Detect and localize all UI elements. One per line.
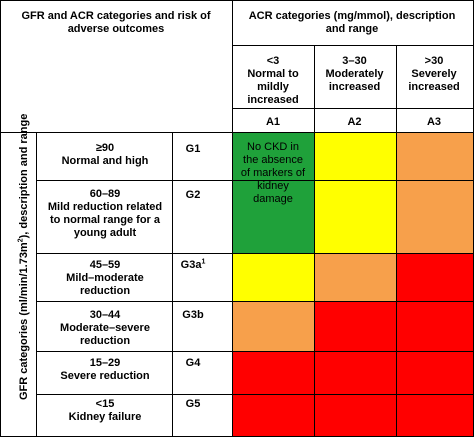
grid-line <box>0 132 474 133</box>
grid-line <box>36 180 314 181</box>
risk-cell-g1-a3 <box>396 133 474 180</box>
acr-a3-range: >30 <box>424 55 444 67</box>
risk-cell-g4-a2 <box>314 351 396 394</box>
grid-line <box>232 0 233 437</box>
risk-cell-g5-a1 <box>233 394 314 437</box>
gfr-g2-description: Mild reduction related to normal range f… <box>47 201 163 239</box>
risk-cell-g3b-a2 <box>314 301 396 351</box>
grid-line <box>0 0 474 1</box>
risk-cell-g2-a3 <box>396 180 474 253</box>
gfr-g3a-range: 45–59 <box>89 259 121 271</box>
risk-cell-g3b-a3 <box>396 301 474 351</box>
risk-cell-g3a-a1 <box>233 253 314 301</box>
gfr-g4-range: 15–29 <box>89 357 121 369</box>
acr-a3-description: Severely increased <box>408 68 460 93</box>
risk-cell-g3a-a2 <box>314 253 396 301</box>
acr-a2-range: 3–30 <box>342 55 367 67</box>
gfr-g5-description: Kidney failure <box>68 411 142 423</box>
grid-line <box>36 351 474 352</box>
grid-line <box>36 132 37 437</box>
grid-line <box>233 108 474 109</box>
grid-line <box>36 301 474 302</box>
gfr-g3b-range: 30–44 <box>89 309 121 321</box>
gfr-g5-code: G5 <box>185 398 201 410</box>
gfr-g3b-code: G3b <box>182 309 204 321</box>
gfr-axis-label: GFR categories (ml/min/1.73m2), descript… <box>17 113 30 400</box>
grid-line <box>172 132 173 437</box>
header-right-title: ACR categories (mg/mmol), description an… <box>248 10 456 35</box>
gfr-g4-description: Severe reduction <box>60 370 150 382</box>
no-ckd-note: No CKD in the absence of markers of kidn… <box>240 141 306 205</box>
gfr-g1-description: Normal and high <box>61 155 149 167</box>
acr-a2-description: Moderately increased <box>325 68 384 93</box>
risk-cell-g3a-a3 <box>396 253 474 301</box>
grid-line <box>314 180 474 181</box>
grid-line <box>396 45 397 437</box>
risk-cell-g2-a2 <box>314 180 396 253</box>
risk-cell-g4-a1 <box>233 351 314 394</box>
acr-a1-range: <3 <box>266 55 280 67</box>
gfr-g4-code: G4 <box>185 357 201 369</box>
grid-line <box>233 45 474 46</box>
gfr-g3b-description: Moderate–severe reduction <box>60 322 150 347</box>
gfr-g1-code: G1 <box>185 143 201 155</box>
risk-cell-g3b-a1 <box>233 301 314 351</box>
grid-line <box>36 394 474 395</box>
grid-line <box>314 45 315 437</box>
acr-a2-code: A2 <box>347 116 362 128</box>
gfr-g2-range: 60–89 <box>89 188 121 200</box>
gfr-g5-range: <15 <box>95 398 115 410</box>
acr-a3-code: A3 <box>426 116 442 128</box>
risk-cell-g4-a3 <box>396 351 474 394</box>
gfr-g1-range: ≥90 <box>95 142 115 154</box>
grid-line <box>0 0 1 437</box>
gfr-g3a-code: G3a1 <box>180 258 206 271</box>
acr-a1-code: A1 <box>265 116 281 128</box>
gfr-g3a-description: Mild–moderate reduction <box>66 272 144 297</box>
grid-line <box>36 253 474 254</box>
risk-cell-g5-a2 <box>314 394 396 437</box>
risk-cell-g1g2-a1 <box>233 133 314 253</box>
header-left-title: GFR and ACR categories and risk of adver… <box>21 10 211 35</box>
acr-a1-description: Normal to mildly increased <box>247 68 299 106</box>
gfr-g2-code: G2 <box>185 189 201 201</box>
risk-cell-g5-a3 <box>396 394 474 437</box>
risk-cell-g1-a2 <box>314 133 396 180</box>
